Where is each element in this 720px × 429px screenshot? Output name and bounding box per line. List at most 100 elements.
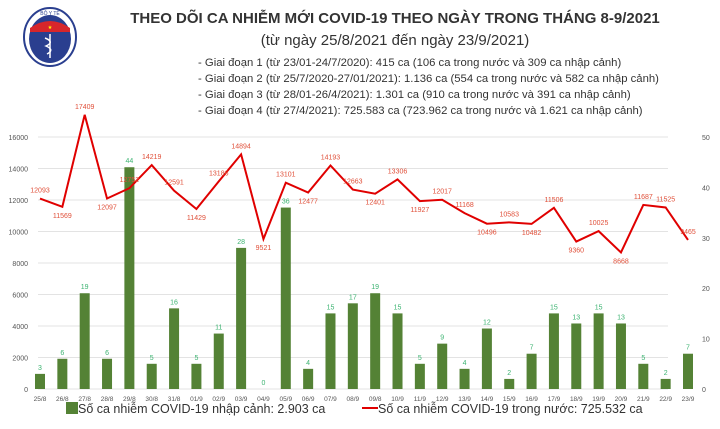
left-tick-label: 0 — [24, 387, 28, 394]
x-tick-label: 09/8 — [369, 396, 382, 403]
x-tick-label: 26/8 — [56, 396, 69, 403]
left-tick-label: 14000 — [9, 167, 29, 174]
x-tick-label: 21/9 — [637, 396, 650, 403]
bar-data-label: 17 — [349, 294, 357, 301]
x-tick-label: 31/8 — [168, 396, 181, 403]
right-tick-label: 10 — [702, 337, 710, 344]
line-data-label: 11168 — [455, 202, 474, 209]
line-data-label: 10025 — [589, 220, 609, 227]
bar-imported — [347, 303, 358, 389]
line-data-label: 14894 — [231, 143, 251, 150]
x-tick-label: 27/8 — [78, 396, 91, 403]
line-data-label: 17409 — [75, 104, 95, 111]
bar-imported — [102, 358, 113, 389]
chart-title: THEO DÕI CA NHIỄM MỚI COVID-19 THEO NGÀY… — [130, 10, 660, 27]
note-phase-1: - Giai đoạn 1 (từ 23/01-24/7/2020): 415 … — [198, 57, 622, 69]
right-tick-label: 0 — [702, 387, 706, 394]
bar-data-label: 15 — [327, 304, 335, 311]
left-tick-label: 12000 — [9, 198, 29, 205]
note-phase-3: - Giai đoạn 3 (từ 28/01-26/4/2021): 1.30… — [198, 89, 631, 101]
line-data-label: 12017 — [432, 189, 452, 196]
bar-data-label: 12 — [483, 320, 491, 327]
bar-data-label: 36 — [282, 199, 290, 206]
bar-data-label: 6 — [105, 350, 109, 357]
line-data-label: 11927 — [410, 207, 429, 214]
bar-data-label: 15 — [550, 304, 558, 311]
bar-imported — [236, 247, 247, 389]
x-tick-label: 06/9 — [302, 396, 315, 403]
bar-imported — [370, 293, 381, 389]
x-tick-label: 14/9 — [481, 396, 494, 403]
bar-imported — [571, 323, 582, 389]
bar-imported — [213, 333, 224, 389]
x-tick-label: 07/9 — [324, 396, 337, 403]
line-data-label: 9465 — [680, 229, 696, 236]
bar-imported — [459, 368, 470, 389]
left-tick-label: 10000 — [9, 230, 29, 237]
line-data-label: 10482 — [522, 230, 542, 237]
left-tick-label: 4000 — [12, 324, 28, 331]
bar-data-label: 11 — [215, 325, 222, 332]
x-tick-label: 16/9 — [525, 396, 538, 403]
line-data-label: 12401 — [365, 200, 385, 207]
legend-imported-label: Số ca nhiễm COVID-19 nhập cảnh: 2.903 ca — [78, 402, 326, 416]
svg-text:★: ★ — [48, 25, 53, 31]
x-tick-label: 08/9 — [346, 396, 359, 403]
x-tick-label: 05/9 — [279, 396, 292, 403]
phase-notes: - Giai đoạn 1 (từ 23/01-24/7/2020): 415 … — [198, 55, 659, 119]
line-data-label: 12477 — [298, 198, 318, 205]
bar-data-label: 0 — [261, 380, 265, 387]
x-tick-label: 10/9 — [391, 396, 404, 403]
bar-imported — [392, 313, 403, 389]
x-tick-label: 04/9 — [257, 396, 270, 403]
x-tick-label: 15/9 — [503, 396, 516, 403]
x-tick-label: 12/9 — [436, 396, 449, 403]
bar-data-label: 13 — [617, 314, 625, 321]
x-tick-label: 03/9 — [235, 396, 248, 403]
bar-imported — [169, 308, 180, 389]
bar-data-label: 3 — [38, 365, 42, 372]
x-tick-label: 19/9 — [592, 396, 605, 403]
bar-imported — [615, 323, 626, 389]
bar-data-label: 4 — [306, 360, 310, 367]
left-tick-label: 16000 — [9, 135, 29, 142]
bar-data-label: 7 — [530, 345, 534, 352]
bar-data-label: 44 — [125, 158, 133, 165]
bar-imported — [504, 378, 515, 389]
x-tick-label: 01/9 — [190, 396, 203, 403]
line-data-label: 12591 — [164, 180, 184, 187]
legend-bar-swatch — [66, 402, 78, 414]
x-tick-label: 11/9 — [414, 396, 427, 403]
bar-imported — [481, 328, 492, 389]
bar-imported — [638, 363, 649, 389]
bar-imported — [683, 353, 693, 389]
line-data-label: 12093 — [30, 188, 50, 195]
bar-imported — [325, 313, 336, 389]
line-data-label: 12663 — [343, 179, 363, 186]
x-tick-label: 20/9 — [615, 396, 628, 403]
bar-data-label: 5 — [150, 355, 154, 362]
line-data-label: 9521 — [256, 245, 272, 252]
bar-data-label: 2 — [664, 370, 668, 377]
bar-data-label: 5 — [641, 355, 645, 362]
line-data-label: 11569 — [53, 213, 72, 220]
bar-imported — [146, 363, 157, 389]
bar-data-label: 4 — [463, 360, 467, 367]
left-tick-label: 6000 — [12, 293, 28, 300]
line-data-label: 14193 — [321, 154, 341, 161]
line-data-label: 11429 — [187, 215, 206, 222]
x-tick-label: 17/9 — [548, 396, 561, 403]
legend-line-swatch — [362, 407, 378, 409]
bar-imported — [124, 167, 135, 389]
bar-data-label: 5 — [194, 355, 198, 362]
bar-imported — [526, 353, 537, 389]
line-data-label: 12097 — [97, 204, 117, 211]
note-phase-4: - Giai đoạn 4 (từ 27/4/2021): 725.583 ca… — [198, 105, 643, 117]
right-tick-label: 40 — [702, 185, 710, 192]
bar-data-label: 28 — [237, 239, 245, 246]
right-tick-label: 20 — [702, 286, 710, 293]
line-data-label: 10496 — [477, 230, 497, 237]
bar-data-label: 13 — [572, 314, 580, 321]
